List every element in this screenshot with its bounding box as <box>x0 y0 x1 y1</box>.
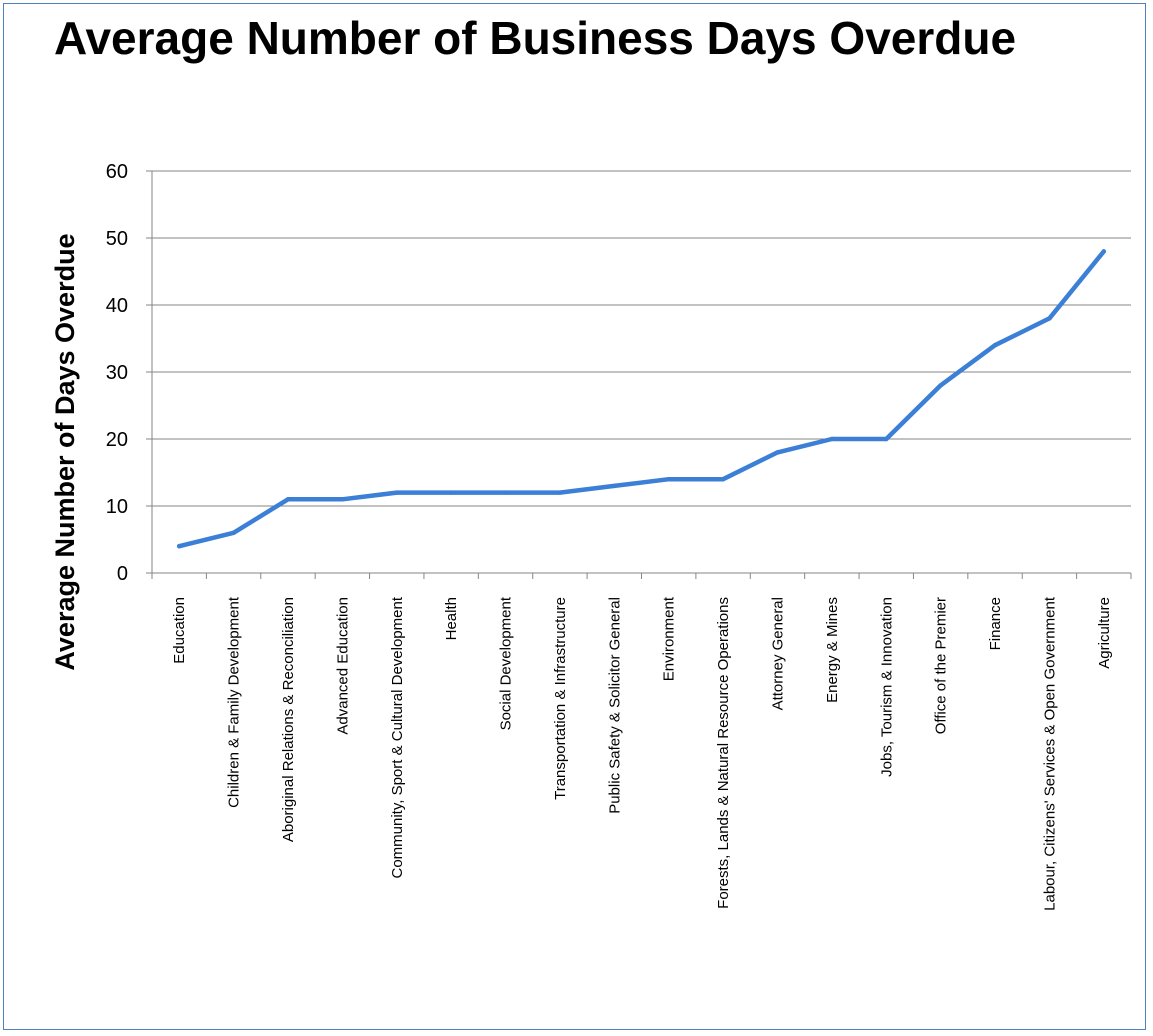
x-tick-label: Office of the Premier <box>933 597 950 734</box>
data-point <box>612 483 617 489</box>
y-tick-label: 10 <box>106 496 128 518</box>
data-point <box>829 436 835 442</box>
data-point <box>340 497 345 502</box>
x-tick-label: Transportation & Infrastructure <box>552 597 569 800</box>
x-tick-label: Energy & Mines <box>824 597 841 703</box>
x-tick-label: Children & Family Development <box>226 596 243 808</box>
x-tick-label: Education <box>171 597 188 664</box>
x-tick-label: Community, Sport & Cultural Development <box>389 596 406 878</box>
chart-title: Average Number of Business Days Overdue <box>53 12 1017 64</box>
y-tick-label: 50 <box>106 228 128 250</box>
data-point <box>285 497 291 502</box>
data-point <box>938 383 943 388</box>
data-point <box>1047 316 1052 321</box>
x-tick-label: Environment <box>661 596 678 681</box>
y-tick-label: 40 <box>106 295 128 317</box>
x-tick-label: Social Development <box>498 596 515 730</box>
x-tick-label: Aboriginal Relations & Reconciliation <box>280 597 297 842</box>
data-point <box>884 436 889 442</box>
x-tick-label: Labour, Citizens' Services & Open Govern… <box>1041 596 1058 911</box>
gridlines <box>152 170 1131 507</box>
x-tick-label: Agriculture <box>1096 597 1113 669</box>
data-point <box>503 490 508 495</box>
data-point <box>1101 249 1107 254</box>
data-point <box>448 490 454 495</box>
data-point <box>557 490 563 495</box>
data-point <box>720 477 726 482</box>
x-tick-label: Health <box>443 597 460 640</box>
x-tick-label: Attorney General <box>769 597 786 710</box>
x-tick-label: Advanced Education <box>334 597 351 735</box>
x-tick-label: Public Safety & Solicitor General <box>606 597 623 814</box>
chart-frame <box>3 3 1146 1030</box>
x-tick-labels: Education Children & Family Development Ab… <box>171 596 1113 911</box>
data-point <box>992 343 998 348</box>
data-point <box>231 530 236 535</box>
x-tick-label: Forests, Lands & Natural Resource Operat… <box>715 597 732 909</box>
series-lines <box>176 249 1107 549</box>
data-point <box>666 477 671 482</box>
y-tick-labels: 0 10 20 30 40 50 60 <box>106 161 128 585</box>
axes <box>146 170 1132 579</box>
y-tick-label: 30 <box>106 362 128 384</box>
y-tick-label: 0 <box>117 563 128 585</box>
y-tick-label: 60 <box>106 161 128 183</box>
series-line-0 <box>176 249 1107 549</box>
data-point <box>775 450 780 455</box>
x-tick-label: Finance <box>987 597 1004 650</box>
y-tick-label: 20 <box>106 429 128 451</box>
data-point <box>394 490 399 495</box>
x-tick-label: Jobs, Tourism & Innovation <box>878 597 895 777</box>
data-point <box>176 544 182 549</box>
y-axis-label: Average Number of Days Overdue <box>50 233 80 670</box>
